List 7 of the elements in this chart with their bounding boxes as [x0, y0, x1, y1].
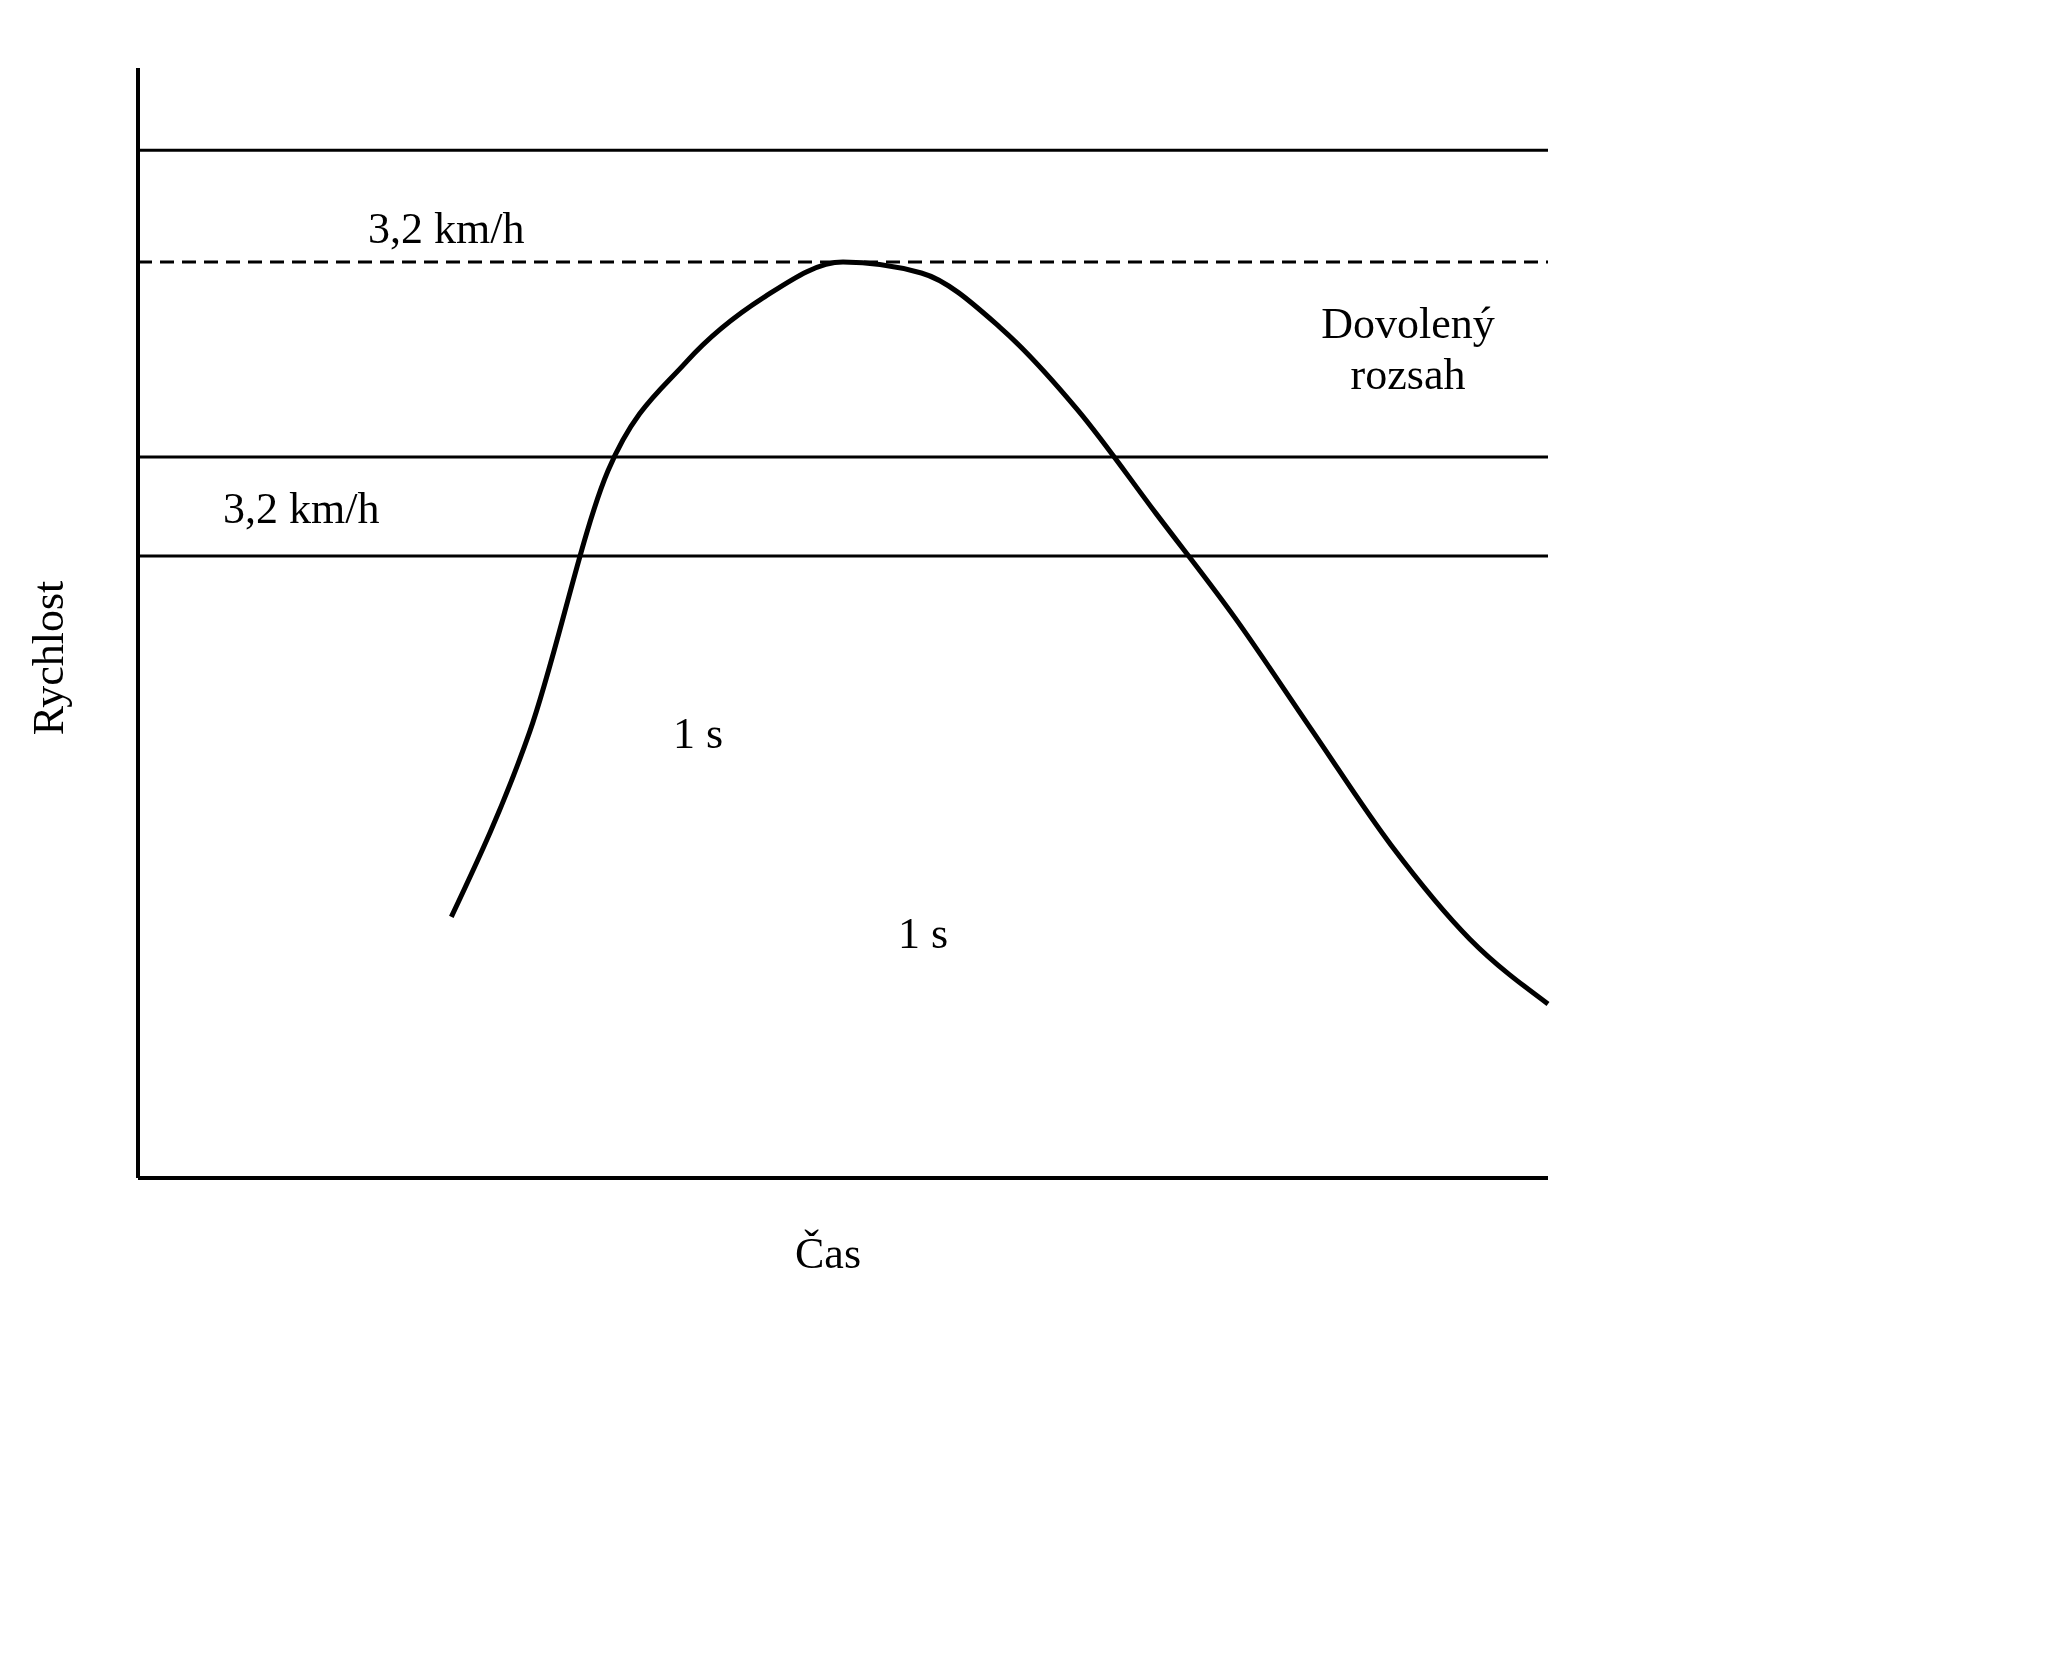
x-axis-title: Čas [795, 1228, 861, 1279]
annotation: Dovolený rozsah [1320, 298, 1496, 400]
annotation: 1 s [673, 708, 724, 759]
text: 3,2 km/h [368, 203, 525, 254]
annotation: 3,2 km/h [223, 483, 380, 534]
y-axis-title: Rychlost [22, 580, 74, 736]
annotation: 1 s [898, 908, 949, 959]
